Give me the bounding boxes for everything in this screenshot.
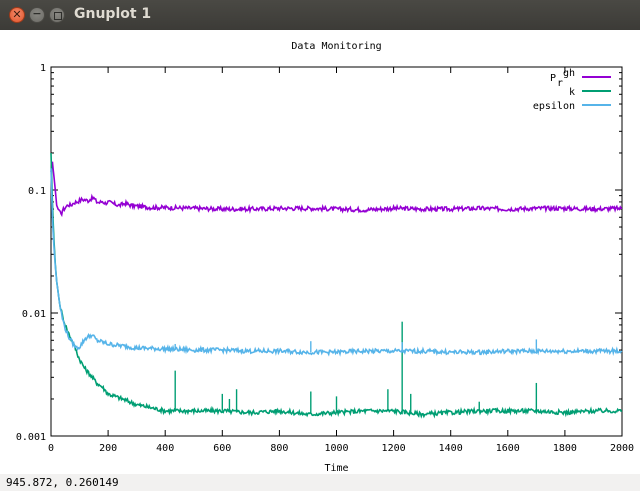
series-line-p-rgh xyxy=(50,161,623,218)
x-tick-label: 600 xyxy=(213,443,231,454)
legend-label-sub: r xyxy=(557,78,563,89)
x-axis-label: Time xyxy=(324,463,348,474)
x-tick-label: 1600 xyxy=(496,443,520,454)
y-tick-label: 0.01 xyxy=(22,309,46,320)
x-tick-label: 2000 xyxy=(610,443,634,454)
series-line-epsilon xyxy=(50,168,623,357)
chart-title: Data Monitoring xyxy=(291,41,381,52)
window-title: Gnuplot 1 xyxy=(74,6,152,22)
x-tick-label: 1800 xyxy=(553,443,577,454)
x-tick-label: 0 xyxy=(48,443,54,454)
minimize-window-button[interactable]: − xyxy=(29,7,45,23)
x-tick-label: 1000 xyxy=(324,443,348,454)
close-window-button[interactable]: ✕ xyxy=(9,7,25,23)
y-tick-label: 1 xyxy=(40,63,46,74)
legend-label: k xyxy=(569,87,575,98)
legend-label-sup: gh xyxy=(563,68,575,79)
legend-label: epsilon xyxy=(533,101,575,112)
status-bar: 945.872, 0.260149 xyxy=(0,474,640,491)
maximize-icon xyxy=(54,12,62,20)
maximize-window-button[interactable] xyxy=(49,7,65,23)
x-tick-label: 800 xyxy=(270,443,288,454)
x-tick-label: 1200 xyxy=(382,443,406,454)
cursor-coordinates: 945.872, 0.260149 xyxy=(6,476,119,489)
y-tick-label: 0.1 xyxy=(28,186,46,197)
plot-border xyxy=(50,66,623,437)
y-tick-label: 0.001 xyxy=(16,432,46,443)
legend-label-main: P xyxy=(550,73,556,84)
x-tick-label: 200 xyxy=(99,443,117,454)
x-tick-label: 400 xyxy=(156,443,174,454)
x-tick-label: 1400 xyxy=(439,443,463,454)
plot-canvas[interactable]: Data Monitoring 0 200 400 600 800 1000 1200 1400… xyxy=(0,30,640,474)
line-chart: Data Monitoring 0 200 400 600 800 1000 1200 1400… xyxy=(16,41,634,474)
series-line-k xyxy=(50,152,623,419)
title-bar: ✕ − Gnuplot 1 xyxy=(0,0,640,31)
